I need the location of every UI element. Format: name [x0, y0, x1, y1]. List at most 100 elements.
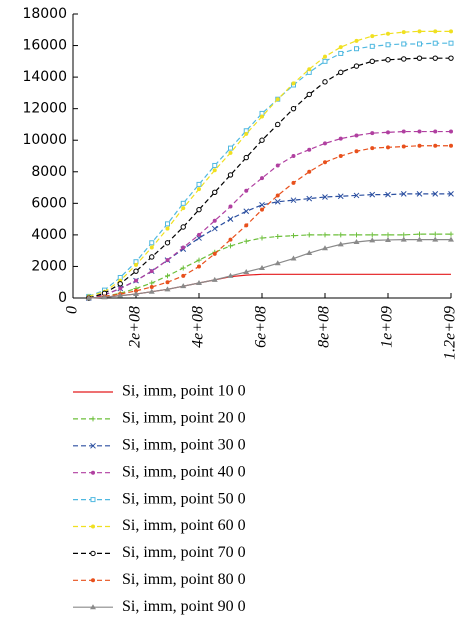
- marker-shape: [290, 197, 297, 204]
- marker-shape: [416, 191, 423, 197]
- point-marker: [243, 268, 250, 274]
- marker-shape: [401, 41, 407, 47]
- point-marker: [196, 257, 202, 263]
- marker-shape: [181, 245, 186, 250]
- point-marker: [212, 162, 218, 168]
- point-marker: [449, 129, 453, 134]
- marker-shape: [354, 38, 359, 43]
- marker-shape: [260, 176, 264, 181]
- marker-shape: [353, 63, 360, 69]
- point-marker: [212, 189, 218, 195]
- point-marker: [259, 265, 265, 271]
- point-marker: [385, 57, 391, 63]
- point-marker: [244, 131, 249, 136]
- point-marker: [228, 145, 233, 151]
- marker-shape: [196, 257, 202, 263]
- y-tick-label: 0: [58, 290, 67, 306]
- marker-shape: [227, 216, 234, 222]
- marker-shape: [212, 189, 218, 195]
- marker-shape: [307, 147, 312, 152]
- x-tick-label: 2e+08: [127, 306, 144, 348]
- y-tick-label: 14000: [22, 69, 67, 85]
- marker-shape: [134, 262, 138, 267]
- point-marker: [196, 235, 202, 241]
- marker-shape: [322, 194, 328, 200]
- marker-shape: [433, 129, 438, 134]
- marker-shape: [90, 604, 96, 610]
- marker-shape: [243, 238, 249, 244]
- point-marker: [274, 198, 281, 205]
- marker-shape: [323, 160, 327, 165]
- point-marker: [259, 235, 265, 241]
- point-marker: [180, 265, 186, 271]
- marker-shape: [369, 191, 376, 198]
- point-marker: [449, 143, 453, 148]
- point-marker: [417, 129, 422, 134]
- marker-shape: [323, 141, 327, 146]
- legend-marker: [91, 524, 95, 529]
- marker-shape: [448, 191, 454, 197]
- point-marker: [291, 81, 296, 86]
- point-marker: [322, 58, 328, 64]
- point-marker: [133, 291, 139, 297]
- point-marker: [354, 149, 359, 154]
- point-marker: [211, 225, 218, 232]
- point-marker: [323, 54, 327, 59]
- y-tick-label: 8000: [31, 164, 67, 180]
- marker-shape: [91, 470, 95, 475]
- marker-shape: [386, 130, 390, 135]
- point-marker: [354, 46, 359, 52]
- point-marker: [433, 29, 438, 34]
- marker-shape: [259, 202, 265, 208]
- point-marker: [354, 133, 359, 138]
- point-marker: [197, 232, 201, 237]
- point-marker: [228, 237, 233, 242]
- marker-shape: [369, 58, 375, 65]
- marker-shape: [432, 40, 438, 46]
- y-tick-label: 18000: [22, 6, 67, 22]
- point-marker: [416, 191, 423, 197]
- marker-shape: [212, 168, 217, 173]
- point-marker: [164, 286, 171, 292]
- point-marker: [148, 288, 155, 294]
- legend-label: Si, imm, point 30 0: [122, 436, 246, 453]
- marker-shape: [338, 232, 344, 238]
- point-marker: [432, 231, 438, 237]
- point-marker: [354, 38, 359, 43]
- marker-shape: [401, 232, 407, 238]
- point-marker: [401, 41, 407, 47]
- point-marker: [416, 55, 423, 61]
- point-marker: [149, 240, 155, 246]
- point-marker: [353, 192, 360, 199]
- point-marker: [307, 147, 312, 152]
- point-marker: [338, 50, 344, 56]
- marker-shape: [244, 223, 249, 228]
- marker-shape: [385, 236, 391, 242]
- point-marker: [149, 280, 155, 286]
- marker-shape: [165, 273, 170, 279]
- point-marker: [227, 272, 234, 278]
- marker-shape: [228, 145, 233, 151]
- series-line: [88, 273, 451, 299]
- marker-shape: [85, 295, 92, 300]
- point-marker: [275, 97, 280, 102]
- point-marker: [306, 91, 312, 98]
- point-marker: [307, 169, 312, 174]
- marker-shape: [306, 232, 312, 238]
- series-line: [88, 233, 451, 299]
- point-marker: [181, 206, 186, 211]
- point-marker: [417, 29, 422, 34]
- point-marker: [322, 245, 328, 251]
- marker-shape: [197, 187, 201, 192]
- marker-shape: [322, 232, 328, 238]
- marker-shape: [291, 81, 296, 86]
- point-marker: [259, 137, 265, 143]
- point-marker: [196, 206, 202, 213]
- marker-shape: [337, 193, 344, 200]
- point-marker: [370, 131, 375, 136]
- point-marker: [275, 121, 281, 128]
- point-marker: [401, 232, 407, 238]
- point-marker: [386, 130, 390, 135]
- point-marker: [338, 232, 344, 238]
- marker-shape: [165, 226, 170, 231]
